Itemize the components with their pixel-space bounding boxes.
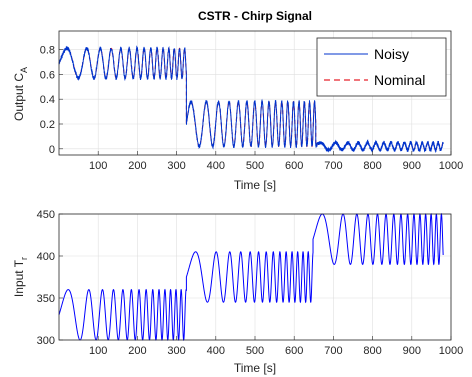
x-tick-label: 900 bbox=[403, 160, 421, 172]
y-tick-label: 300 bbox=[37, 335, 55, 347]
x-tick-label: 400 bbox=[207, 160, 225, 172]
x-tick-label: 200 bbox=[128, 160, 146, 172]
legend-label-nominal: Nominal bbox=[374, 72, 425, 88]
y-tick-label: 350 bbox=[37, 293, 55, 305]
output-y-label-sub: A bbox=[19, 67, 29, 73]
x-tick-label: 800 bbox=[363, 160, 381, 172]
x-tick-label: 700 bbox=[324, 160, 342, 172]
input-series bbox=[58, 212, 444, 341]
y-tick-label: 0.4 bbox=[40, 94, 55, 106]
x-tick-label: 300 bbox=[167, 345, 185, 357]
y-tick-label: 0.6 bbox=[40, 69, 55, 81]
x-tick-label: 1000 bbox=[439, 345, 463, 357]
input-y-label-main: Input T bbox=[12, 259, 26, 297]
x-tick-label: 600 bbox=[285, 345, 303, 357]
noisy-line bbox=[58, 45, 444, 153]
input-line bbox=[58, 212, 444, 341]
y-tick-label: 0.8 bbox=[40, 45, 55, 57]
y-tick-label: 450 bbox=[37, 209, 55, 221]
noisy-series bbox=[58, 45, 444, 153]
chart-title: CSTR - Chirp Signal bbox=[198, 9, 312, 23]
legend: Noisy Nominal bbox=[316, 37, 447, 97]
input-y-label-sub: r bbox=[19, 257, 29, 260]
x-tick-label: 1000 bbox=[439, 160, 463, 172]
x-tick-label: 100 bbox=[89, 160, 107, 172]
input-y-axis-label: Input Tr bbox=[12, 257, 29, 297]
output-y-label-main: Output C bbox=[12, 73, 26, 121]
output-x-axis-label: Time [s] bbox=[234, 178, 276, 192]
legend-box bbox=[316, 37, 447, 97]
x-tick-label: 700 bbox=[324, 345, 342, 357]
x-tick-label: 600 bbox=[285, 160, 303, 172]
y-tick-label: 0.2 bbox=[40, 119, 55, 131]
input-ticks: 100 200 300 400 500 600 700 800 900 1000 300 350 400… bbox=[37, 209, 464, 357]
x-tick-label: 300 bbox=[167, 160, 185, 172]
output-ticks: 100 200 300 400 500 600 700 800 900 1000 0 0.2 0.4 0.… bbox=[40, 45, 464, 172]
input-plot: 100 200 300 400 500 600 700 800 900 1000 300 350 400… bbox=[12, 209, 463, 375]
y-tick-label: 400 bbox=[37, 251, 55, 263]
y-tick-label: 0 bbox=[49, 144, 55, 156]
x-tick-label: 400 bbox=[207, 345, 225, 357]
output-plot: 100 200 300 400 500 600 700 800 900 1000 0 0.2 0.4 0.… bbox=[12, 9, 463, 192]
x-tick-label: 500 bbox=[246, 160, 264, 172]
x-tick-label: 500 bbox=[246, 345, 264, 357]
x-tick-label: 200 bbox=[128, 345, 146, 357]
x-tick-label: 900 bbox=[403, 345, 421, 357]
legend-label-noisy: Noisy bbox=[374, 46, 409, 62]
input-x-axis-label: Time [s] bbox=[234, 361, 276, 375]
x-tick-label: 100 bbox=[89, 345, 107, 357]
x-tick-label: 800 bbox=[363, 345, 381, 357]
output-y-axis-label: Output CA bbox=[12, 67, 29, 121]
